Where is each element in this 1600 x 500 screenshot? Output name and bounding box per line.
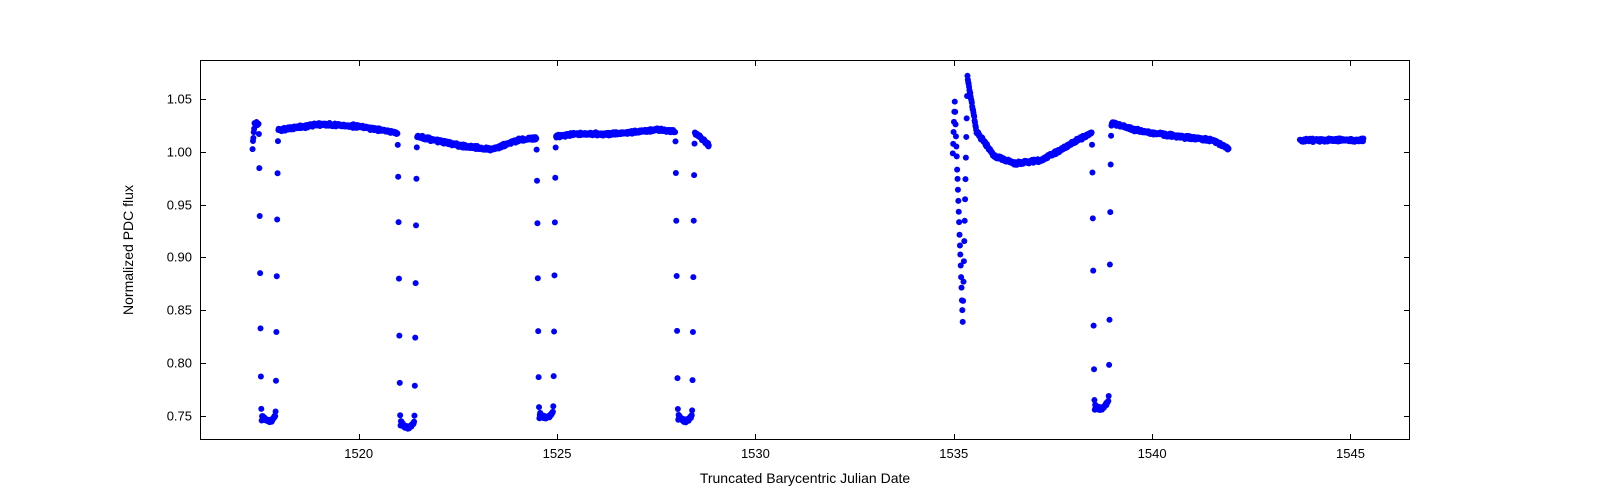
- y-tick-mark: [200, 152, 206, 153]
- x-tick-mark: [755, 60, 756, 66]
- x-tick-label: 1520: [344, 446, 373, 461]
- y-tick-mark: [1404, 99, 1410, 100]
- x-tick-mark: [755, 434, 756, 440]
- y-tick-mark: [1404, 152, 1410, 153]
- x-tick-mark: [1152, 434, 1153, 440]
- x-tick-mark: [1152, 60, 1153, 66]
- y-tick-mark: [1404, 363, 1410, 364]
- y-tick-mark: [1404, 257, 1410, 258]
- x-tick-label: 1525: [543, 446, 572, 461]
- x-tick-mark: [1350, 434, 1351, 440]
- y-tick-mark: [1404, 205, 1410, 206]
- y-tick-label: 1.05: [167, 92, 192, 107]
- x-tick-mark: [954, 434, 955, 440]
- y-tick-label: 0.90: [167, 250, 192, 265]
- y-tick-label: 0.95: [167, 197, 192, 212]
- scatter-series: [250, 73, 1367, 432]
- scatter-plot: [201, 61, 1411, 441]
- y-tick-mark: [200, 257, 206, 258]
- x-tick-mark: [359, 60, 360, 66]
- y-tick-label: 1.00: [167, 144, 192, 159]
- x-tick-label: 1545: [1336, 446, 1365, 461]
- y-tick-mark: [200, 416, 206, 417]
- x-tick-label: 1530: [741, 446, 770, 461]
- x-tick-mark: [557, 434, 558, 440]
- light-curve-figure: Normalized PDC flux Truncated Barycentri…: [0, 0, 1600, 500]
- y-axis-label: Normalized PDC flux: [120, 185, 136, 315]
- y-tick-mark: [200, 99, 206, 100]
- plot-axes: [200, 60, 1410, 440]
- x-tick-mark: [954, 60, 955, 66]
- y-tick-label: 0.80: [167, 355, 192, 370]
- y-tick-mark: [200, 205, 206, 206]
- x-tick-mark: [1350, 60, 1351, 66]
- y-tick-label: 0.75: [167, 408, 192, 423]
- x-tick-mark: [359, 434, 360, 440]
- y-tick-mark: [200, 363, 206, 364]
- x-axis-label: Truncated Barycentric Julian Date: [700, 470, 910, 486]
- y-tick-mark: [1404, 416, 1410, 417]
- y-tick-mark: [200, 310, 206, 311]
- x-tick-label: 1540: [1138, 446, 1167, 461]
- x-tick-mark: [557, 60, 558, 66]
- x-tick-label: 1535: [939, 446, 968, 461]
- y-tick-label: 0.85: [167, 303, 192, 318]
- y-tick-mark: [1404, 310, 1410, 311]
